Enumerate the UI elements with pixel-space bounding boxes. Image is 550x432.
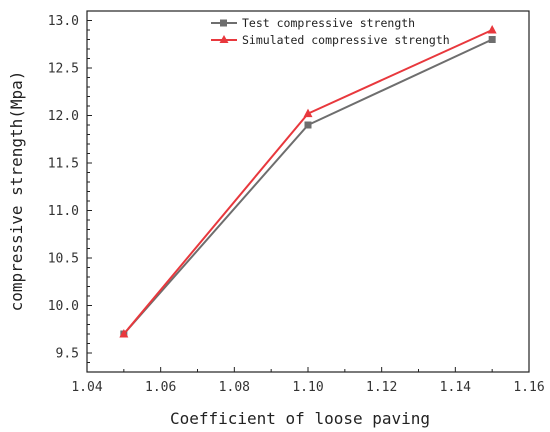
y-tick-label: 10.0 bbox=[48, 299, 79, 314]
series-line-test bbox=[123, 38, 493, 335]
x-tick-label: 1.14 bbox=[440, 380, 471, 395]
legend-marker-simulated bbox=[219, 35, 229, 43]
data-point-test bbox=[304, 121, 312, 129]
y-tick-label: 13.0 bbox=[48, 14, 79, 29]
data-point-simulated bbox=[119, 329, 129, 338]
y-axis-title: compressive strength(Mpa) bbox=[7, 71, 26, 312]
y-tick-label: 9.5 bbox=[56, 347, 79, 362]
series-line-simulated bbox=[123, 29, 493, 335]
y-tick-label: 12.5 bbox=[48, 62, 79, 77]
x-tick-label: 1.12 bbox=[366, 380, 397, 395]
y-tick-label: 11.5 bbox=[48, 157, 79, 172]
x-tick-label: 1.10 bbox=[292, 380, 323, 395]
legend-label-simulated: Simulated compressive strength bbox=[242, 33, 450, 47]
y-tick-label: 11.0 bbox=[48, 204, 79, 219]
data-point-simulated bbox=[487, 25, 497, 34]
y-tick-label: 12.0 bbox=[48, 109, 79, 124]
x-tick-label: 1.08 bbox=[219, 380, 250, 395]
plot-frame bbox=[86, 10, 530, 373]
data-point-simulated bbox=[303, 108, 313, 118]
legend-marker-test bbox=[220, 19, 227, 27]
x-axis-title: Coefficient of loose paving bbox=[170, 409, 430, 428]
legend: Test compressive strength Simulated comp… bbox=[211, 16, 450, 47]
x-tick-label: 1.16 bbox=[513, 380, 544, 395]
data-point-test bbox=[488, 36, 496, 43]
series-layer bbox=[119, 25, 497, 338]
y-tick-label: 10.5 bbox=[48, 252, 79, 267]
x-tick-label: 1.06 bbox=[145, 380, 176, 395]
x-tick-label: 1.04 bbox=[71, 380, 102, 395]
x-axis-ticks: 1.04 1.06 1.08 1.10 1.12 1.14 1.16 bbox=[71, 367, 545, 395]
legend-label-test: Test compressive strength bbox=[242, 16, 415, 30]
y-axis-ticks: 9.5 10.0 10.5 11.0 11.5 12.0 12.5 13.0 bbox=[48, 10, 92, 373]
